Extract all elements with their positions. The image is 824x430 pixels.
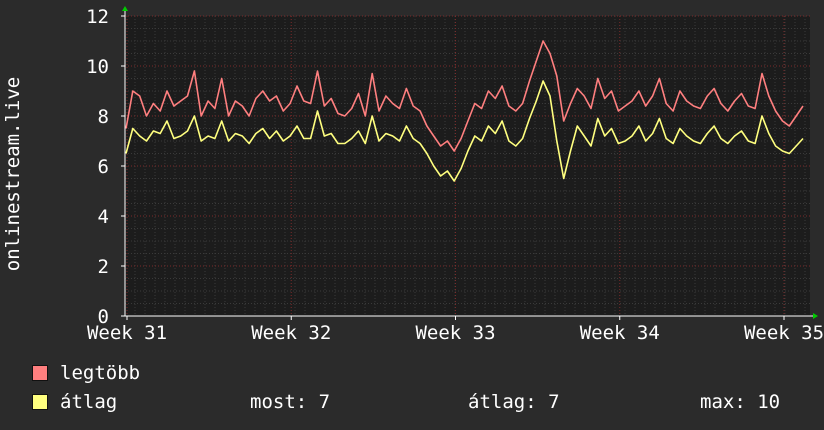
series-line-0	[125, 40, 804, 152]
y-axis-title: onlinestream.live	[2, 77, 24, 271]
y-tick-label: 6	[98, 156, 109, 178]
y-tick-label: 4	[98, 206, 109, 228]
legend-label-atlag: átlag	[60, 391, 118, 413]
y-tick-label: 0	[98, 306, 109, 328]
stat-now: most: 7	[250, 391, 331, 413]
series-line-1	[125, 80, 804, 182]
x-tick-label: Week 35	[744, 322, 824, 344]
x-tick-label: Week 32	[251, 322, 331, 344]
legend-label-legtobb: legtöbb	[60, 362, 141, 384]
y-tick-label: 10	[86, 56, 109, 78]
legend-swatch-legtobb	[32, 365, 48, 381]
y-tick-label: 2	[98, 256, 109, 278]
y-tick-label: 8	[98, 106, 109, 128]
stat-max: max: 10	[700, 391, 781, 413]
x-tick-label: Week 31	[87, 322, 167, 344]
y-axis-arrow-icon	[122, 6, 128, 11]
stat-avg: átlag: 7	[468, 391, 560, 413]
legend-item-legtobb: legtöbb	[32, 362, 140, 384]
x-tick-label: Week 33	[415, 322, 495, 344]
legend-swatch-atlag	[32, 394, 48, 410]
legend-item-atlag: átlag	[32, 391, 117, 413]
x-axis-arrow-icon	[813, 313, 818, 319]
x-tick-label: Week 34	[580, 322, 660, 344]
y-tick-label: 12	[86, 6, 109, 28]
